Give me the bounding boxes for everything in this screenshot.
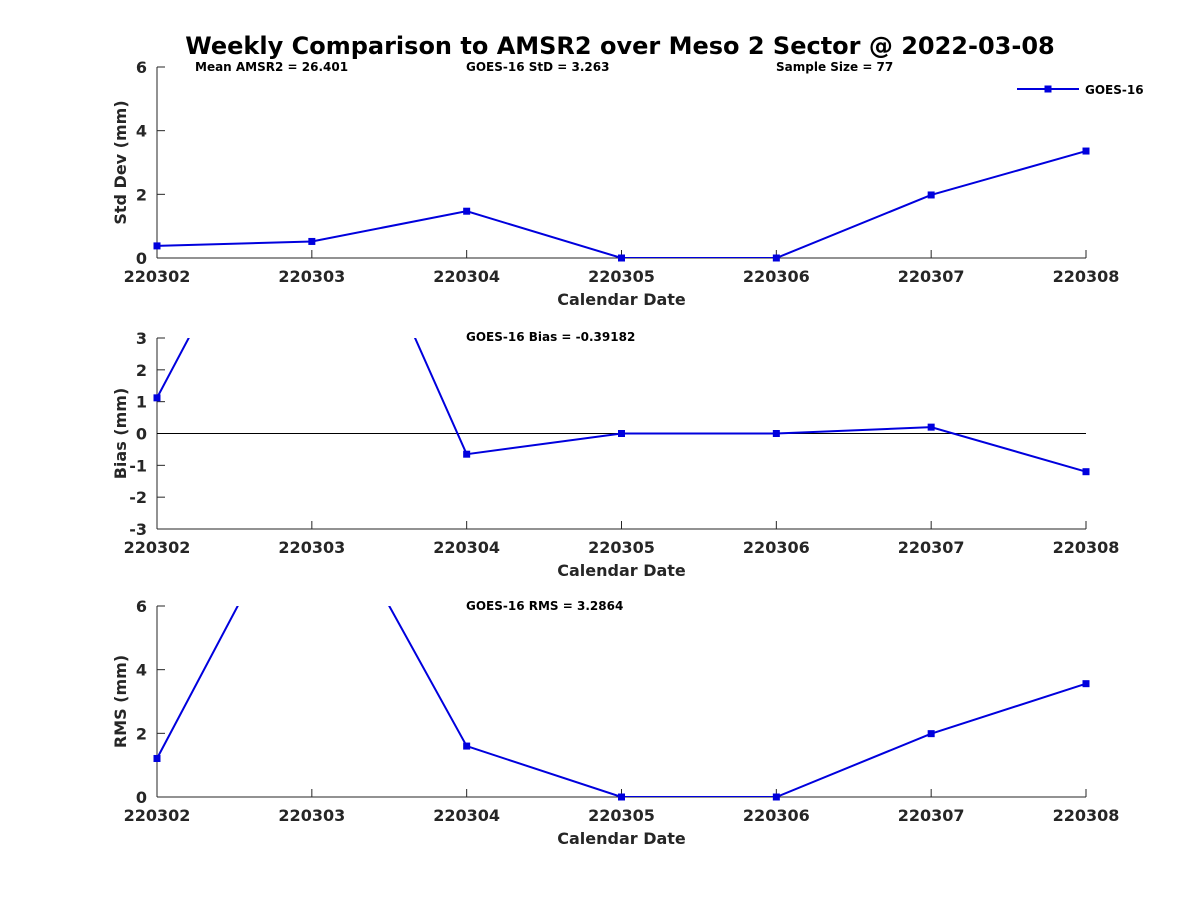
y-tick-label: 1 (136, 393, 147, 412)
data-point (927, 423, 935, 431)
y-tick-label: 0 (136, 249, 147, 268)
legend-marker (1044, 85, 1052, 93)
stat-annotation: Sample Size = 77 (776, 60, 893, 74)
x-tick-label: 220306 (743, 267, 810, 286)
x-tick-label: 220303 (278, 267, 345, 286)
data-point (927, 730, 935, 738)
stat-annotation: GOES-16 RMS = 3.2864 (466, 599, 623, 613)
stat-annotation: GOES-16 Bias = -0.39182 (466, 330, 635, 344)
y-tick-label: 0 (136, 788, 147, 807)
x-tick-label: 220304 (433, 538, 500, 557)
y-tick-label: 4 (136, 122, 147, 141)
y-axis-label: Std Dev (mm) (111, 100, 130, 224)
legend-label: GOES-16 (1085, 83, 1144, 97)
series-line-goes-16 (156, 150, 1087, 258)
y-tick-label: 6 (136, 58, 147, 77)
data-point (1082, 468, 1090, 476)
chart-panel-1: 0 2 4 6 220302 220303 220304 220305 220306 220307… (111, 58, 1144, 309)
x-axis-label: Calendar Date (557, 561, 686, 580)
x-tick-label: 220307 (898, 267, 965, 286)
x-tick-label: 220304 (433, 806, 500, 825)
y-tick-label: 2 (136, 361, 147, 380)
chart-panel-3: 0 2 4 6 220302 220303 220304 220305 220306 220307… (111, 597, 1120, 848)
data-point (772, 793, 780, 801)
data-point (927, 191, 935, 199)
x-tick-label: 220306 (743, 538, 810, 557)
data-point (618, 254, 625, 262)
y-tick-label: -1 (129, 456, 147, 475)
data-point (153, 394, 161, 402)
x-tick-label: 220302 (124, 267, 191, 286)
y-axis-label: RMS (mm) (111, 655, 130, 748)
data-point (463, 450, 471, 458)
data-point (308, 237, 316, 245)
legend: GOES-16 (1017, 83, 1144, 97)
x-tick-label: 220306 (743, 806, 810, 825)
data-point (153, 242, 161, 250)
data-point (153, 754, 161, 762)
x-tick-label: 220303 (278, 806, 345, 825)
x-tick-label: 220305 (588, 538, 655, 557)
chart-panel-2: -3 -2 -1 0 1 2 3 220302 220303 220304 220305 220306… (111, 329, 1120, 580)
data-point (618, 793, 625, 801)
chart-title: Weekly Comparison to AMSR2 over Meso 2 S… (185, 32, 1054, 60)
data-point (1082, 147, 1090, 155)
data-point (1082, 680, 1090, 688)
y-axis-label: Bias (mm) (111, 388, 130, 480)
y-tick-label: 4 (136, 661, 147, 680)
x-axis-label: Calendar Date (557, 290, 686, 309)
stat-annotation: GOES-16 StD = 3.263 (466, 60, 609, 74)
data-point (463, 742, 471, 750)
y-tick-label: 0 (136, 425, 147, 444)
x-tick-label: 220307 (898, 538, 965, 557)
x-tick-label: 220304 (433, 267, 500, 286)
x-tick-label: 220303 (278, 538, 345, 557)
data-point (618, 430, 625, 437)
y-tick-label: -3 (129, 520, 147, 539)
x-tick-label: 220307 (898, 806, 965, 825)
x-tick-label: 220305 (588, 806, 655, 825)
series-line-goes-16 (156, 606, 1087, 797)
x-tick-label: 220302 (124, 538, 191, 557)
y-tick-label: 6 (136, 597, 147, 616)
stat-annotation: Mean AMSR2 = 26.401 (195, 60, 348, 74)
x-tick-label: 220308 (1053, 267, 1120, 286)
x-tick-label: 220308 (1053, 806, 1120, 825)
x-axis-label: Calendar Date (557, 829, 686, 848)
data-point (772, 254, 780, 262)
y-tick-label: 2 (136, 185, 147, 204)
x-tick-label: 220305 (588, 267, 655, 286)
data-point (463, 207, 471, 215)
data-point (772, 430, 780, 437)
y-tick-label: 2 (136, 724, 147, 743)
y-tick-label: -2 (129, 488, 147, 507)
series-line-goes-16 (156, 338, 1087, 473)
x-tick-label: 220308 (1053, 538, 1120, 557)
y-tick-label: 3 (136, 329, 147, 348)
x-tick-label: 220302 (124, 806, 191, 825)
